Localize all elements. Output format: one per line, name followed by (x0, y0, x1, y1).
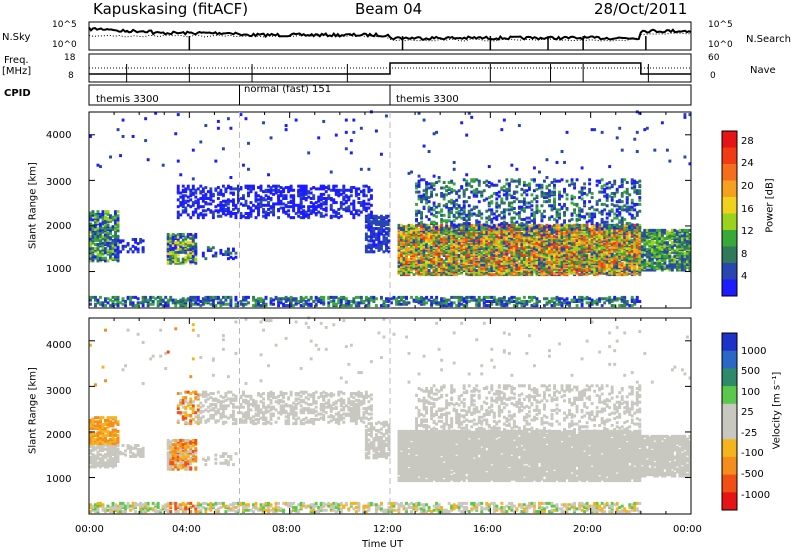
freq-unit-label: [MHz] (2, 66, 32, 77)
xtick: 16:00 (473, 524, 502, 535)
power-ytick: 2000 (46, 221, 72, 232)
cpid-segment-2: normal (fast) 151 (244, 84, 332, 95)
power-ytick: 3000 (46, 177, 72, 188)
xtick: 04:00 (172, 524, 201, 535)
power-colorbar-swatch (722, 263, 737, 280)
velocity-ytick: 1000 (46, 474, 72, 485)
power-cb-tick: 24 (741, 158, 754, 169)
velocity-colorbar-swatch (722, 386, 737, 405)
velocity-colorbar-swatch (722, 368, 737, 387)
velocity-colorbar-swatch (722, 439, 737, 458)
xtick: 12:00 (373, 524, 402, 535)
nsky-line (88, 26, 692, 41)
power-cb-tick: 20 (741, 181, 754, 192)
velocity-colorbar-swatch (722, 474, 737, 493)
power-cb-tick: 28 (741, 136, 754, 147)
freq-line (89, 62, 691, 75)
xlabel: Time UT (362, 539, 404, 550)
xtick: 00:00 (75, 524, 104, 535)
power-colorbar-swatch (722, 213, 737, 231)
nave-label: Nave (750, 65, 776, 76)
xtick: 08:00 (272, 524, 301, 535)
power-colorbar-swatch (722, 246, 737, 264)
beam-title: Beam 04 (355, 0, 423, 18)
nave-tick-low: 0 (710, 71, 716, 81)
xtick: 20:00 (573, 524, 602, 535)
freq-tick-low: 8 (68, 71, 74, 81)
cpid-segment-1: themis 3300 (96, 94, 159, 105)
velocity-cb-tick: 100 (741, 387, 761, 398)
xtick: 00:00 (673, 524, 702, 535)
velocity-colorbar-swatch (722, 421, 737, 440)
velocity-cb-tick: -500 (741, 469, 764, 480)
nsky-label: N.Sky (2, 32, 31, 43)
nsky-tick-low: 10^0 (52, 40, 77, 50)
power-ytick: 4000 (46, 130, 72, 141)
power-colorbar-swatch (722, 131, 737, 148)
velocity-colorbar-swatch (722, 492, 737, 511)
velocity-ytick: 4000 (46, 340, 72, 351)
power-colorbar-swatch (722, 279, 737, 297)
station-title: Kapuskasing (fitACF) (93, 0, 249, 18)
velocity-ytick: 2000 (46, 430, 72, 441)
power-cb-tick: 8 (741, 249, 748, 260)
velocity-colorbar-swatch (722, 456, 737, 476)
velocity-cb-tick: 25 (741, 407, 754, 418)
cpid-segment-3: themis 3300 (396, 94, 459, 105)
nsearch-label: N.Search (746, 34, 792, 45)
velocity-colorbar-swatch (722, 350, 737, 369)
velocity-cb-tick: 500 (741, 366, 761, 377)
power-colorbar-swatch (722, 230, 737, 247)
velocity-colorbar-swatch (722, 403, 737, 422)
nave-tick-high: 60 (708, 53, 720, 63)
velocity-cb-tick: -1000 (741, 490, 771, 501)
power-colorbar-swatch (722, 180, 737, 198)
power-cb-tick: 4 (741, 271, 748, 282)
nsearch-tick-high: 10^5 (708, 20, 733, 30)
velocity-ytick: 3000 (46, 386, 72, 397)
nsky-tick-high: 10^5 (52, 20, 77, 30)
velocity-panel-frame (88, 317, 692, 515)
power-colorbar-frame (721, 130, 738, 297)
velocity-heatmap (89, 316, 692, 514)
power-colorbar-swatch (722, 164, 737, 181)
power-ytick: 1000 (46, 264, 72, 275)
power-heatmap (89, 110, 692, 308)
power-cb-tick: 12 (741, 226, 754, 237)
velocity-cb-tick: -25 (741, 428, 758, 439)
cpid-label: CPID (4, 88, 31, 99)
velocity-colorbar-swatch (722, 333, 737, 352)
power-colorbar-swatch (722, 197, 737, 214)
velocity-cb-tick: -100 (741, 448, 764, 459)
nsearch-tick-low: 10^0 (708, 40, 733, 50)
date-title: 28/Oct/2011 (594, 0, 688, 18)
power-colorbar-swatch (722, 147, 737, 165)
velocity-colorbar-frame (721, 332, 738, 511)
freq-label: Freq. (4, 55, 29, 66)
velocity-cb-tick: 1000 (741, 346, 767, 357)
power-cb-tick: 16 (741, 204, 754, 215)
freq-tick-high: 18 (64, 53, 76, 63)
